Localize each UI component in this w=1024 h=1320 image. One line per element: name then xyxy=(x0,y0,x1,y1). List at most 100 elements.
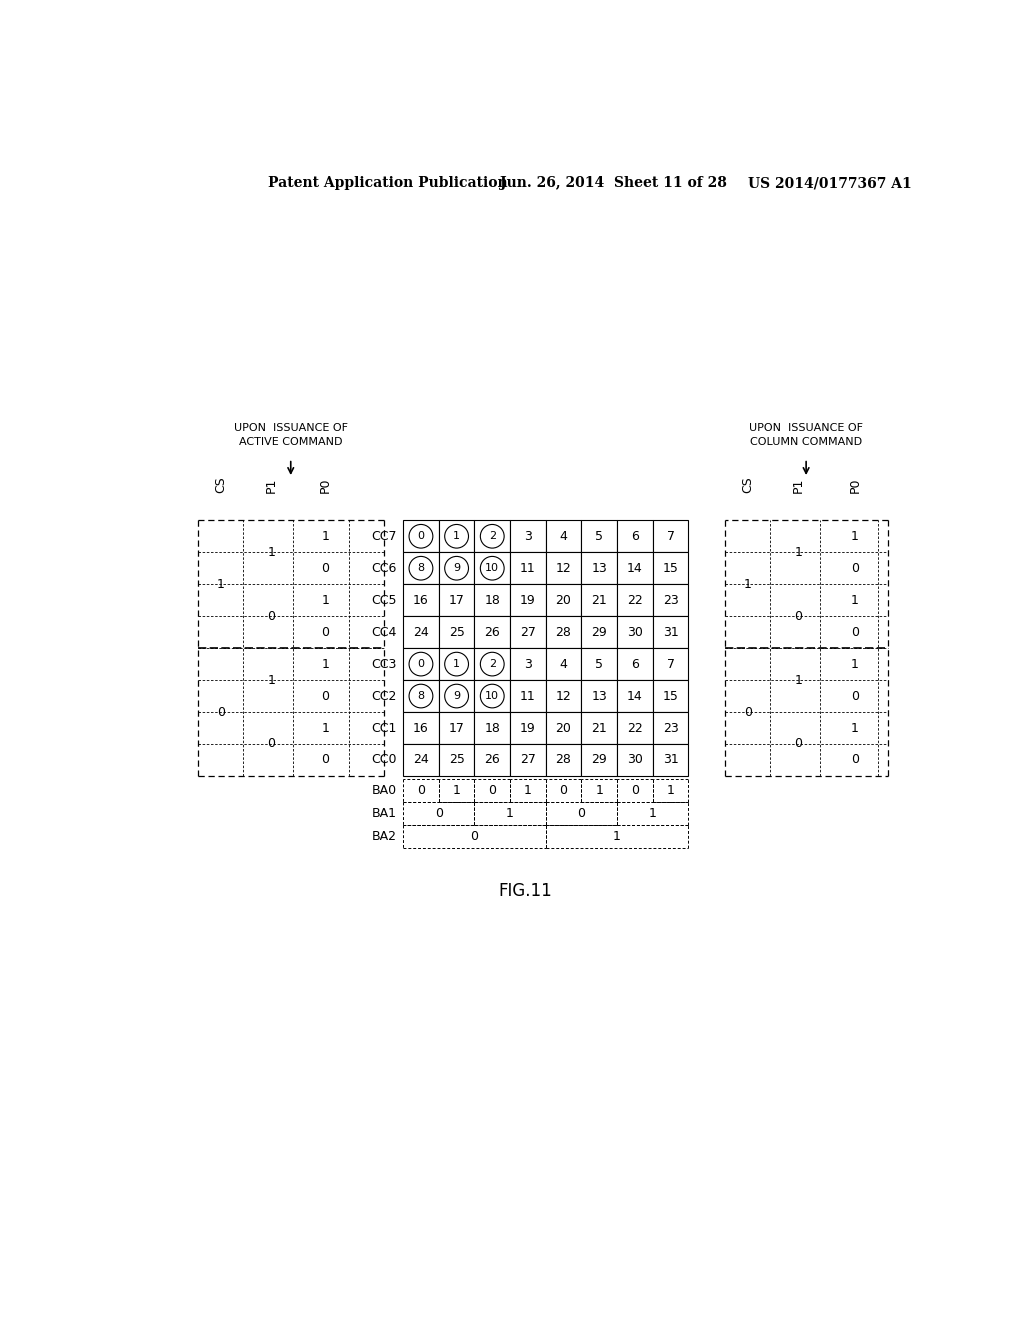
Circle shape xyxy=(409,652,433,676)
Circle shape xyxy=(409,684,433,708)
Text: 4: 4 xyxy=(559,529,567,543)
Text: 13: 13 xyxy=(591,689,607,702)
Text: 3: 3 xyxy=(524,657,531,671)
Text: 8: 8 xyxy=(418,564,425,573)
Text: 6: 6 xyxy=(631,529,639,543)
Text: 12: 12 xyxy=(556,562,571,574)
Text: 13: 13 xyxy=(591,562,607,574)
Bar xyxy=(652,744,688,776)
Bar xyxy=(438,648,474,680)
Circle shape xyxy=(409,524,433,548)
Text: CC0: CC0 xyxy=(372,754,397,767)
Bar xyxy=(546,552,582,585)
Text: 1: 1 xyxy=(453,784,461,797)
Text: BA1: BA1 xyxy=(372,807,397,820)
Text: 1: 1 xyxy=(851,722,859,734)
Text: UPON  ISSUANCE OF: UPON ISSUANCE OF xyxy=(750,424,863,433)
Text: US 2014/0177367 A1: US 2014/0177367 A1 xyxy=(748,176,911,190)
Bar xyxy=(582,552,617,585)
Text: 16: 16 xyxy=(413,722,429,734)
Text: 7: 7 xyxy=(667,657,675,671)
Text: 1: 1 xyxy=(453,659,460,669)
Bar xyxy=(510,616,546,648)
Circle shape xyxy=(444,557,469,579)
Bar xyxy=(617,552,652,585)
Bar xyxy=(438,680,474,711)
Text: 11: 11 xyxy=(520,689,536,702)
Circle shape xyxy=(444,524,469,548)
Text: 23: 23 xyxy=(663,722,678,734)
Text: 8: 8 xyxy=(418,692,425,701)
Bar xyxy=(546,648,582,680)
Text: 31: 31 xyxy=(663,626,678,639)
Bar xyxy=(510,744,546,776)
Text: 14: 14 xyxy=(627,562,643,574)
Text: 1: 1 xyxy=(613,830,621,843)
Text: 3: 3 xyxy=(524,529,531,543)
Circle shape xyxy=(480,524,504,548)
Text: 0: 0 xyxy=(435,807,442,820)
Text: 5: 5 xyxy=(595,657,603,671)
Text: CC2: CC2 xyxy=(372,689,397,702)
Text: CC3: CC3 xyxy=(372,657,397,671)
Bar xyxy=(546,744,582,776)
Bar xyxy=(510,648,546,680)
Text: 27: 27 xyxy=(520,754,536,767)
Text: 19: 19 xyxy=(520,594,536,607)
Bar xyxy=(474,552,510,585)
Text: 0: 0 xyxy=(322,689,330,702)
Text: 16: 16 xyxy=(413,594,429,607)
Text: UPON  ISSUANCE OF: UPON ISSUANCE OF xyxy=(233,424,348,433)
Text: 15: 15 xyxy=(663,562,679,574)
Circle shape xyxy=(444,684,469,708)
Text: 25: 25 xyxy=(449,754,465,767)
Bar xyxy=(652,552,688,585)
Bar xyxy=(582,520,617,552)
Text: 0: 0 xyxy=(322,754,330,767)
Text: 15: 15 xyxy=(663,689,679,702)
Circle shape xyxy=(480,557,504,579)
Bar xyxy=(403,744,438,776)
Text: 18: 18 xyxy=(484,722,500,734)
Bar xyxy=(510,585,546,616)
Text: 1: 1 xyxy=(322,594,330,607)
Bar xyxy=(582,616,617,648)
Text: 1: 1 xyxy=(667,784,675,797)
Text: 0: 0 xyxy=(322,626,330,639)
Bar xyxy=(474,616,510,648)
Text: P0: P0 xyxy=(849,478,861,494)
Text: 1: 1 xyxy=(795,545,803,558)
Text: 0: 0 xyxy=(578,807,586,820)
Bar xyxy=(652,680,688,711)
Text: 0: 0 xyxy=(851,689,859,702)
Bar xyxy=(617,585,652,616)
Text: 2: 2 xyxy=(488,531,496,541)
Text: 1: 1 xyxy=(322,657,330,671)
Circle shape xyxy=(480,684,504,708)
Text: BA2: BA2 xyxy=(372,830,397,843)
Circle shape xyxy=(480,652,504,676)
Bar xyxy=(438,552,474,585)
Text: 1: 1 xyxy=(267,545,275,558)
Bar xyxy=(438,744,474,776)
Text: 24: 24 xyxy=(413,626,429,639)
Text: 1: 1 xyxy=(524,784,531,797)
Text: P1: P1 xyxy=(265,478,278,494)
Text: 29: 29 xyxy=(591,626,607,639)
Bar xyxy=(438,585,474,616)
Text: 4: 4 xyxy=(559,657,567,671)
Bar xyxy=(510,552,546,585)
Bar xyxy=(652,616,688,648)
Text: 14: 14 xyxy=(627,689,643,702)
Text: FIG.11: FIG.11 xyxy=(498,882,552,900)
Text: 0: 0 xyxy=(267,738,275,751)
Text: 0: 0 xyxy=(851,754,859,767)
Text: 28: 28 xyxy=(556,754,571,767)
Text: 21: 21 xyxy=(591,594,607,607)
Text: 30: 30 xyxy=(627,626,643,639)
Text: P0: P0 xyxy=(319,478,332,494)
Text: 25: 25 xyxy=(449,626,465,639)
Text: 0: 0 xyxy=(851,626,859,639)
Text: CC4: CC4 xyxy=(372,626,397,639)
Bar xyxy=(510,680,546,711)
